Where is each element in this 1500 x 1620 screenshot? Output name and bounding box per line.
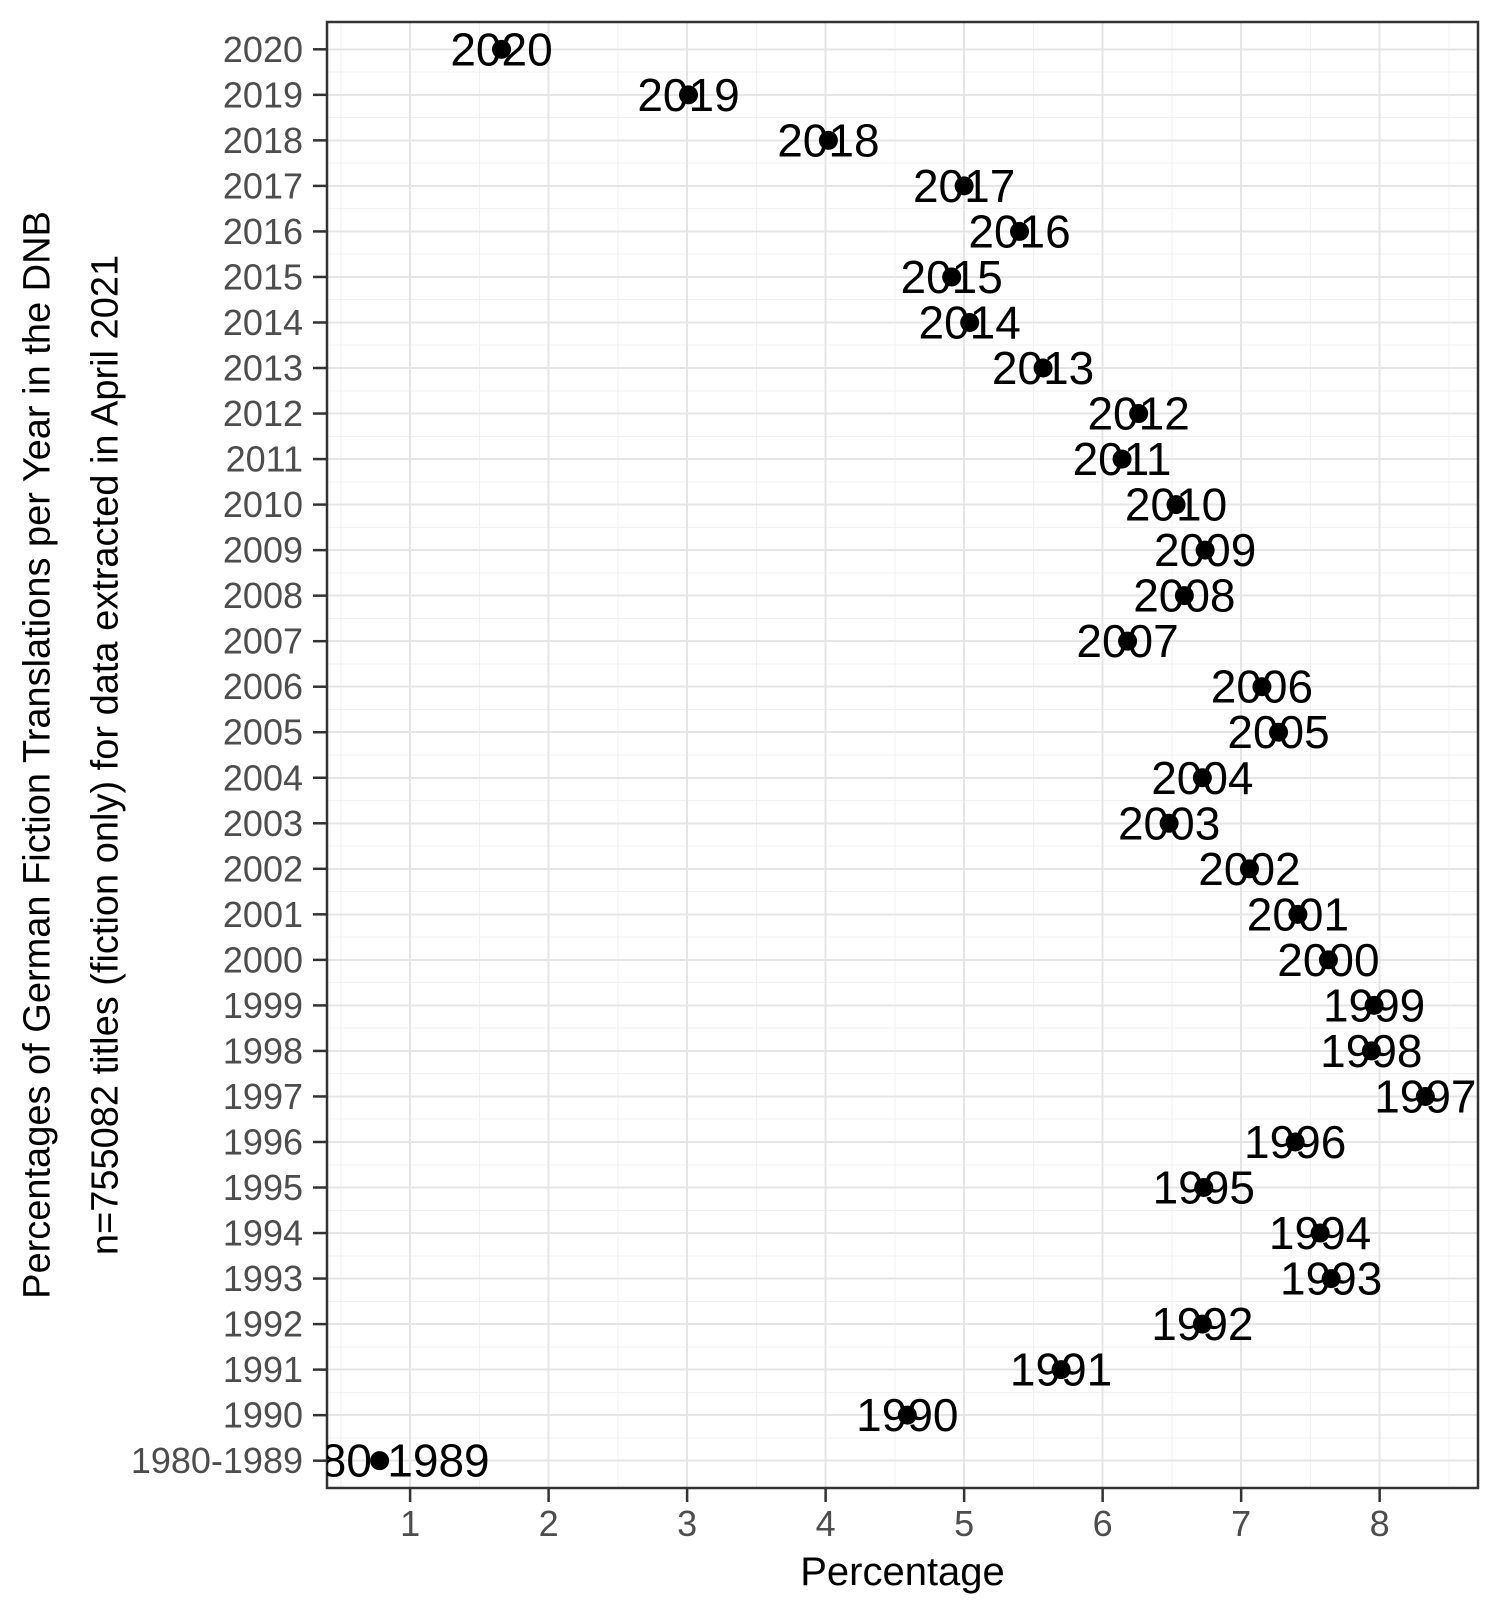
data-point xyxy=(954,176,974,196)
data-point xyxy=(1010,221,1030,241)
x-tick-label: 5 xyxy=(954,1503,974,1544)
y-tick-label: 2006 xyxy=(223,666,303,707)
y-tick-label: 2002 xyxy=(223,848,303,889)
data-point xyxy=(1051,1360,1071,1380)
y-tick-label: 2007 xyxy=(223,621,303,662)
y-tick-label: 1990 xyxy=(223,1395,303,1436)
x-tick-label: 7 xyxy=(1231,1503,1251,1544)
panel-border xyxy=(325,20,1480,1490)
y-tick-label: 2013 xyxy=(223,348,303,389)
data-point xyxy=(1195,540,1215,560)
y-axis-title-line2: n=755082 titles (fiction only) for data … xyxy=(85,254,127,1256)
y-tick-label: 2008 xyxy=(223,575,303,616)
y-axis-title-line1: Percentages of German Fiction Translatio… xyxy=(16,211,59,1299)
y-tick-label: 2010 xyxy=(223,484,303,525)
data-point xyxy=(1252,677,1272,697)
y-tick-label: 2019 xyxy=(223,74,303,115)
data-point xyxy=(1194,1178,1214,1198)
data-point xyxy=(1310,1223,1330,1243)
x-tick-label: 3 xyxy=(677,1503,697,1544)
y-tick-label: 1992 xyxy=(223,1304,303,1345)
data-point xyxy=(1285,1132,1305,1152)
axis-ticks xyxy=(313,48,1381,1502)
x-tick-label: 8 xyxy=(1370,1503,1390,1544)
data-point xyxy=(1269,722,1289,742)
data-point xyxy=(1118,631,1138,651)
y-tick-label: 1993 xyxy=(223,1258,303,1299)
data-point xyxy=(1174,586,1194,606)
data-point xyxy=(960,312,980,332)
y-tick-label: 1997 xyxy=(223,1076,303,1117)
data-point xyxy=(942,267,962,287)
data-point xyxy=(1361,1041,1381,1061)
grid-minor xyxy=(327,22,1478,1488)
data-point xyxy=(1288,904,1308,924)
data-point xyxy=(370,1451,390,1471)
data-point xyxy=(1192,1314,1212,1334)
data-point xyxy=(1239,859,1259,879)
y-tick-label: 2004 xyxy=(223,757,303,798)
data-point xyxy=(1415,1086,1435,1106)
y-tick-label: 2011 xyxy=(226,439,303,480)
data-point xyxy=(1159,813,1179,833)
data-point xyxy=(1033,358,1053,378)
data-point xyxy=(897,1405,917,1425)
y-tick-label: 2020 xyxy=(223,29,303,70)
y-axis-title: Percentages of German Fiction Translatio… xyxy=(4,211,141,1299)
y-tick-label: 2000 xyxy=(223,939,303,980)
y-tick-label: 1999 xyxy=(223,985,303,1026)
x-tick-labels: 1 2 3 4 5 6 7 8 xyxy=(400,1503,1390,1544)
data-point xyxy=(1318,950,1338,970)
y-tick-label: 2015 xyxy=(223,256,303,297)
data-point xyxy=(1129,404,1149,424)
y-tick-label: 2014 xyxy=(223,302,303,343)
y-tick-label: 1980-1989 xyxy=(131,1440,303,1481)
y-tick-label: 2016 xyxy=(223,211,303,252)
x-tick-label: 1 xyxy=(400,1503,420,1544)
data-series: 2020201920182017201620152014201320122011… xyxy=(270,23,1477,1487)
data-point xyxy=(818,130,838,150)
y-tick-label: 1994 xyxy=(223,1213,303,1254)
data-point xyxy=(492,39,512,59)
data-point xyxy=(1112,449,1132,469)
x-axis-title: Percentage xyxy=(800,1550,1005,1594)
y-tick-label: 2001 xyxy=(223,894,303,935)
data-point xyxy=(679,85,699,105)
data-point xyxy=(1166,495,1186,515)
data-point xyxy=(1364,995,1384,1015)
y-tick-label: 1996 xyxy=(223,1121,303,1162)
x-tick-label: 4 xyxy=(816,1503,836,1544)
y-tick-label: 2018 xyxy=(223,120,303,161)
grid-major xyxy=(327,22,1478,1488)
y-tick-label: 2009 xyxy=(223,530,303,571)
y-tick-label: 1991 xyxy=(223,1349,303,1390)
x-tick-label: 2 xyxy=(539,1503,559,1544)
data-point xyxy=(1321,1269,1341,1289)
data-point xyxy=(1192,768,1212,788)
y-tick-label: 2017 xyxy=(223,165,303,206)
point-label: 1980-1989 xyxy=(270,1435,490,1487)
x-tick-label: 6 xyxy=(1093,1503,1113,1544)
y-tick-label: 2012 xyxy=(223,393,303,434)
y-tick-label: 2005 xyxy=(223,712,303,753)
y-tick-label: 1995 xyxy=(223,1167,303,1208)
y-tick-label: 2003 xyxy=(223,803,303,844)
y-tick-label: 1998 xyxy=(223,1030,303,1071)
